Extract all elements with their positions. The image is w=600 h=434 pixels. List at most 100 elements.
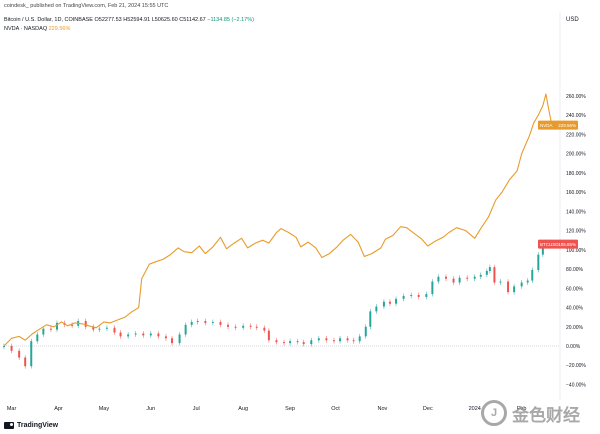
btc-candle bbox=[227, 324, 230, 327]
btc-candle bbox=[466, 277, 469, 279]
btc-candle bbox=[71, 324, 74, 326]
y-tick-label: 160.00% bbox=[566, 190, 586, 196]
btc-candle bbox=[531, 270, 534, 281]
nvda-line bbox=[3, 93, 553, 347]
btc-candle bbox=[164, 336, 167, 339]
x-tick-label: Aug bbox=[238, 406, 248, 412]
btc-candle bbox=[479, 274, 482, 277]
btc-candle bbox=[24, 357, 27, 367]
btc-candle bbox=[431, 281, 434, 295]
btc-candle bbox=[388, 301, 391, 304]
btc-candle bbox=[92, 326, 95, 330]
btc-tag-value: 105.85% bbox=[558, 242, 576, 247]
y-tick-label: 100.00% bbox=[566, 248, 586, 254]
btc-candle bbox=[346, 338, 349, 341]
watermark-text: 金色财经 bbox=[512, 405, 580, 425]
nvda-tag-value: 229.56% bbox=[558, 123, 576, 128]
btc-candle bbox=[296, 341, 299, 343]
btc-candle bbox=[142, 333, 145, 336]
btc-candle bbox=[310, 340, 313, 345]
btc-candle bbox=[42, 328, 45, 335]
tradingview-logo-icon bbox=[4, 422, 14, 429]
btc-candles bbox=[3, 239, 553, 369]
x-tick-label: Feb bbox=[517, 406, 526, 412]
btc-candle bbox=[98, 328, 101, 330]
btc-candle bbox=[283, 342, 286, 344]
btc-candle bbox=[49, 328, 52, 330]
y-tick-label: 80.00% bbox=[566, 267, 584, 273]
y-tick-label: 220.00% bbox=[566, 132, 586, 138]
btc-candle bbox=[275, 340, 278, 343]
y-tick-label: 0.00% bbox=[566, 344, 581, 350]
x-tick-label: 2024 bbox=[469, 406, 481, 412]
btc-candle bbox=[3, 346, 5, 347]
btc-open: O52277.53 bbox=[94, 17, 122, 23]
btc-candle bbox=[171, 338, 174, 344]
btc-candle bbox=[417, 295, 420, 297]
y-tick-label: −20.00% bbox=[566, 363, 586, 369]
btc-close: C51142.67 bbox=[179, 17, 206, 23]
btc-candle bbox=[437, 276, 440, 282]
btc-candle bbox=[444, 276, 447, 279]
btc-candle bbox=[473, 276, 476, 279]
btc-candle bbox=[410, 295, 413, 297]
btc-candle bbox=[263, 327, 266, 331]
btc-legend-line[interactable]: Bitcoin / U.S. Dollar, 1D, COINBASE O522… bbox=[4, 17, 254, 23]
btc-candle bbox=[184, 324, 187, 335]
x-tick-label: Nov bbox=[378, 406, 388, 412]
btc-candle bbox=[302, 342, 305, 345]
nvda-value: 229.56% bbox=[48, 26, 71, 32]
btc-candle bbox=[499, 281, 502, 283]
btc-candle bbox=[30, 341, 33, 367]
btc-candle bbox=[219, 321, 222, 325]
btc-tag-name: BTCUSD bbox=[540, 242, 559, 247]
nvda-legend-line[interactable]: NVDA · NASDAQ 229.56% bbox=[4, 26, 70, 32]
btc-candle bbox=[211, 321, 214, 323]
btc-candle bbox=[234, 326, 237, 328]
btc-candle bbox=[541, 245, 544, 255]
y-tick-label: 120.00% bbox=[566, 229, 586, 235]
y-axis[interactable]: 260.00% 240.00% 220.00% 200.00% 180.00% 160.0… bbox=[566, 94, 586, 389]
x-axis[interactable]: Mar Apr May Jun Jul Aug Sep Oct Nov Dec 2024 Feb bbox=[7, 406, 527, 412]
jinse-watermark: J 金色财经 bbox=[481, 398, 596, 428]
x-tick-label: Jul bbox=[193, 406, 200, 412]
y-tick-label: 40.00% bbox=[566, 306, 584, 312]
y-tick-label: 60.00% bbox=[566, 286, 584, 292]
btc-candle bbox=[537, 254, 540, 271]
btc-candle bbox=[520, 282, 523, 287]
x-tick-label: Mar bbox=[7, 406, 17, 412]
btc-candle bbox=[196, 320, 199, 322]
y-tick-label: 240.00% bbox=[566, 113, 586, 119]
btc-candle bbox=[157, 333, 160, 337]
btc-candle bbox=[249, 325, 252, 327]
tradingview-brand-label: TradingView bbox=[17, 422, 59, 429]
btc-candle bbox=[55, 322, 58, 330]
nvda-price-tag: NVDA 229.56% bbox=[538, 120, 578, 130]
currency-label[interactable]: USD bbox=[566, 17, 579, 23]
x-tick-label: Sep bbox=[285, 406, 295, 412]
nvda-symbol: NVDA · NASDAQ bbox=[4, 26, 48, 32]
btc-candle bbox=[402, 295, 405, 299]
y-tick-label: 20.00% bbox=[566, 325, 584, 331]
btc-candle bbox=[369, 311, 372, 327]
x-tick-label: May bbox=[99, 406, 110, 412]
x-tick-label: Oct bbox=[331, 406, 340, 412]
btc-candle bbox=[190, 321, 193, 325]
btc-candle bbox=[382, 301, 385, 307]
btc-candle bbox=[485, 270, 488, 275]
btc-candle bbox=[339, 338, 342, 342]
btc-candle bbox=[526, 280, 529, 283]
nvda-tag-name: NVDA bbox=[540, 123, 553, 128]
x-tick-label: Dec bbox=[423, 406, 433, 412]
tradingview-branding[interactable]: TradingView bbox=[4, 420, 58, 431]
nvda-tag-background bbox=[538, 120, 578, 130]
btc-candle bbox=[105, 327, 108, 329]
btc-candle bbox=[119, 332, 122, 337]
x-tick-label: Jun bbox=[146, 406, 155, 412]
btc-candle bbox=[425, 294, 428, 297]
jinse-logo-icon: J bbox=[481, 400, 507, 426]
btc-candle bbox=[458, 277, 461, 283]
btc-price-tag: BTCUSD 105.85% bbox=[538, 239, 578, 249]
